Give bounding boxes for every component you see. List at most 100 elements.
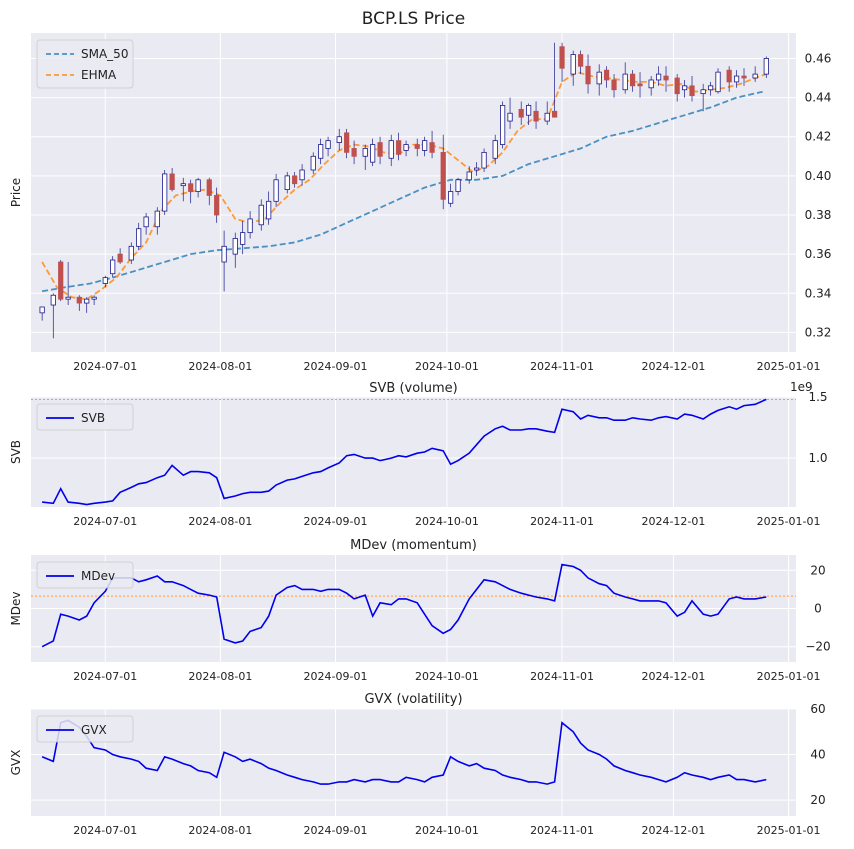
candle-up	[91, 296, 97, 300]
candle-up	[136, 228, 142, 247]
x-tick-label: 2024-10-01	[415, 360, 479, 373]
x-tick-label: 2024-11-01	[530, 824, 594, 837]
y-tick-label: 0.42	[805, 130, 832, 144]
candle-down	[206, 179, 212, 196]
plot-area	[31, 397, 796, 507]
chart-title: SVB (volume)	[369, 381, 458, 396]
y-tick-label: 0.34	[805, 286, 832, 300]
y-axis-label: SVB	[9, 440, 23, 464]
legend: MDev	[36, 561, 134, 589]
candle-down	[630, 73, 636, 87]
data-layer	[41, 719, 767, 785]
chart-title: MDev (momentum)	[350, 538, 477, 553]
y-tick-label: 60	[810, 702, 825, 716]
candle-up	[232, 238, 238, 255]
candle-down	[689, 85, 695, 97]
candle-up	[752, 73, 758, 79]
x-tick-label: 2024-08-01	[188, 670, 252, 683]
y-axis-label: MDev	[9, 591, 23, 625]
panel-price: 2024-07-01 2024-08-01 2024-09-01 2024-10-01…	[9, 9, 831, 373]
candle-up	[707, 85, 714, 91]
candle-down	[169, 173, 175, 190]
candle-up	[143, 216, 149, 228]
x-tick-label: 2024-09-01	[304, 824, 368, 837]
series-line-gvx	[41, 719, 767, 785]
candle-down	[585, 65, 591, 85]
x-tick-label: 2024-11-01	[530, 670, 594, 683]
candle-down	[611, 79, 617, 91]
y-tick-label: 20	[810, 563, 825, 577]
y-tick-label: −20	[805, 640, 830, 654]
legend-label: MDev	[81, 569, 115, 583]
candle-up	[763, 58, 769, 75]
candle-up	[318, 144, 324, 159]
candle-down	[726, 69, 732, 83]
x-tick-label: 2024-11-01	[530, 515, 594, 528]
candle-down	[396, 140, 402, 155]
candle-up	[162, 173, 168, 212]
x-tick-label: 2024-07-01	[73, 824, 137, 837]
x-tick-label: 2024-08-01	[188, 360, 252, 373]
candle-up	[266, 200, 272, 220]
x-tick-label: 2024-10-01	[415, 670, 479, 683]
axis-offset-label: 1e9	[790, 380, 813, 394]
x-tick-label: 2025-01-01	[757, 670, 821, 683]
candle-up	[570, 54, 576, 75]
x-tick-label: 2024-10-01	[415, 515, 479, 528]
y-tick-label: 0.38	[805, 208, 832, 222]
x-tick-label: 2024-09-01	[304, 670, 368, 683]
candle-down	[578, 54, 584, 67]
legend: GVX	[36, 715, 134, 743]
candle-up	[455, 179, 461, 192]
legend-box	[36, 715, 134, 743]
candle-up	[370, 144, 376, 163]
panel-volume: 2024-07-01 2024-08-01 2024-09-01 2024-10-01…	[9, 380, 828, 528]
candle-down	[518, 108, 524, 118]
y-tick-label: 1.5	[808, 390, 827, 404]
candle-up	[110, 259, 116, 275]
x-tick-label: 2024-12-01	[641, 360, 705, 373]
candle-up	[258, 204, 264, 226]
y-axis-label: GVX	[9, 750, 23, 776]
candle-up	[128, 245, 134, 261]
candle-up	[655, 73, 662, 81]
candle-up	[310, 155, 316, 171]
panel-momentum: 2024-07-01 2024-08-01 2024-09-01 2024-10-01…	[9, 538, 831, 683]
candle-up	[474, 167, 480, 171]
series-line-sma_50	[41, 90, 763, 293]
candle-up	[481, 151, 487, 169]
x-tick-label: 2024-08-01	[188, 824, 252, 837]
legend: SMA_50 EHMA	[36, 39, 134, 89]
y-tick-label: 0.46	[805, 51, 832, 65]
x-tick-label: 2024-12-01	[641, 670, 705, 683]
candle-down	[674, 77, 680, 95]
candle-up	[492, 140, 498, 159]
x-tick-label: 2024-10-01	[415, 824, 479, 837]
candle-down	[552, 110, 558, 118]
candle-up	[596, 71, 602, 85]
candle-down	[351, 148, 357, 157]
legend-label: GVX	[81, 723, 107, 737]
candle-up	[544, 112, 550, 122]
candle-down	[76, 296, 82, 304]
series-line-mdev	[41, 563, 767, 648]
candle-up	[448, 191, 454, 204]
candle-up	[388, 140, 394, 159]
candle-up	[648, 79, 654, 89]
candle-up	[221, 245, 227, 263]
y-tick-label: 1.0	[808, 451, 827, 465]
candle-down	[414, 144, 420, 149]
candle-up	[403, 144, 409, 151]
x-tick-label: 2024-08-01	[188, 515, 252, 528]
candle-up	[500, 105, 506, 145]
candle-up	[507, 112, 513, 122]
x-tick-label: 2025-01-01	[757, 515, 821, 528]
candle-up	[102, 277, 108, 284]
candle-up	[273, 179, 279, 202]
candle-up	[84, 298, 90, 304]
y-tick-label: 0.40	[805, 169, 832, 183]
candle-up	[733, 75, 740, 83]
candle-down	[741, 75, 747, 79]
x-tick-label: 2024-07-01	[73, 515, 137, 528]
candle-up	[65, 296, 71, 300]
